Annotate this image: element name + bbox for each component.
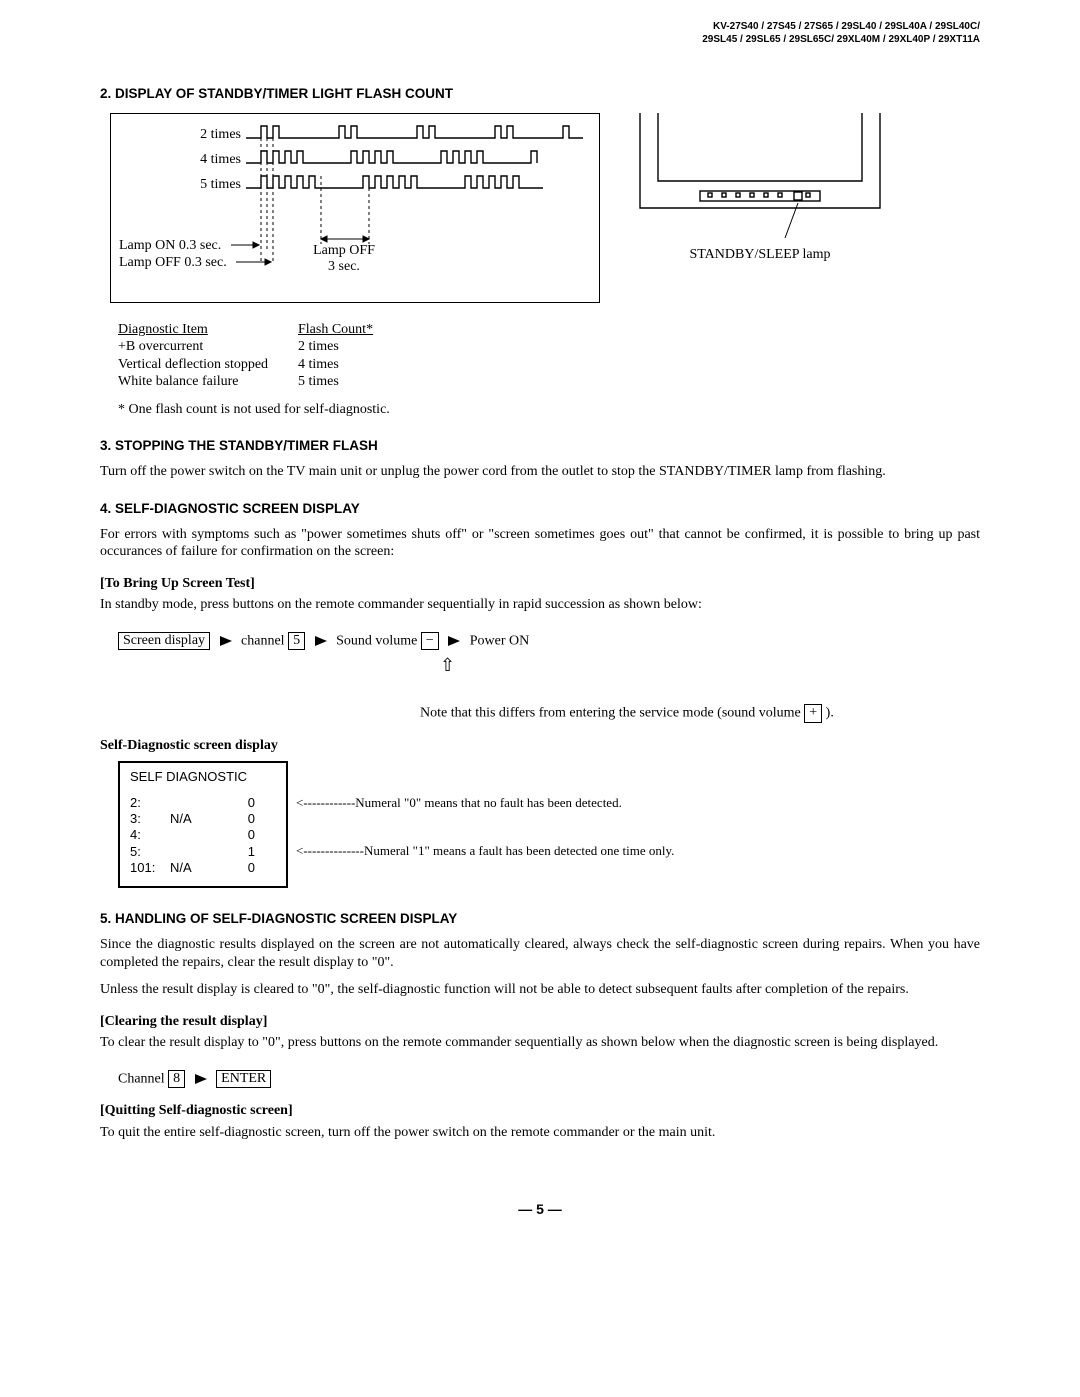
sd-note-0: <------------Numeral "0" means that no f… bbox=[296, 795, 674, 811]
sd-row: 5:1 bbox=[130, 844, 276, 860]
page-number: — 5 — bbox=[100, 1201, 980, 1219]
timing-diagram: 2 times 4 times 5 times Lamp ON 0. bbox=[110, 113, 600, 303]
key-plus: + bbox=[804, 704, 822, 723]
label-4-times: 4 times bbox=[200, 152, 241, 167]
diag-row: +B overcurrent 2 times bbox=[118, 338, 980, 356]
screen-test-sequence: Screen display channel 5 Sound volume − … bbox=[118, 632, 980, 651]
three-sec-label: 3 sec. bbox=[328, 259, 360, 274]
key-5: 5 bbox=[288, 632, 305, 651]
self-diagnostic-display: SELF DIAGNOSTIC 2:0 3:N/A0 4:0 5:1 101:N… bbox=[118, 761, 980, 892]
channel-label-2: Channel bbox=[118, 1071, 165, 1086]
sd-screen-title: SELF DIAGNOSTIC bbox=[130, 769, 276, 785]
arrow-icon bbox=[315, 636, 327, 646]
section-5-body-2: Unless the result display is cleared to … bbox=[100, 981, 980, 999]
key-enter: ENTER bbox=[216, 1070, 271, 1089]
standby-lamp-diagram: STANDBY/SLEEP lamp bbox=[630, 113, 890, 289]
channel-label: channel bbox=[241, 633, 285, 648]
power-on-label: Power ON bbox=[470, 633, 530, 648]
model-line-1: KV-27S40 / 27S45 / 27S65 / 29SL40 / 29SL… bbox=[100, 20, 980, 33]
model-line-2: 29SL45 / 29SL65 / 29SL65C/ 29XL40M / 29X… bbox=[100, 33, 980, 46]
key-minus: − bbox=[421, 632, 439, 651]
quitting-title: [Quitting Self-diagnostic screen] bbox=[100, 1102, 980, 1120]
sd-row: 101:N/A0 bbox=[130, 860, 276, 876]
section-2-title: 2. DISPLAY OF STANDBY/TIMER LIGHT FLASH … bbox=[100, 86, 980, 103]
diag-row: White balance failure 5 times bbox=[118, 373, 980, 391]
arrow-icon bbox=[220, 636, 232, 646]
arrow-icon bbox=[448, 636, 460, 646]
section-3-body: Turn off the power switch on the TV main… bbox=[100, 463, 980, 481]
key-screen-display: Screen display bbox=[118, 632, 210, 651]
bring-up-title: [To Bring Up Screen Test] bbox=[100, 575, 980, 593]
sd-notes: <------------Numeral "0" means that no f… bbox=[296, 761, 674, 892]
lamp-off-label: Lamp OFF bbox=[313, 243, 375, 258]
section-5-body-1: Since the diagnostic results displayed o… bbox=[100, 936, 980, 971]
sd-row: 4:0 bbox=[130, 827, 276, 843]
sd-row: 3:N/A0 bbox=[130, 811, 276, 827]
sd-screen-box: SELF DIAGNOSTIC 2:0 3:N/A0 4:0 5:1 101:N… bbox=[118, 761, 288, 889]
quitting-body: To quit the entire self-diagnostic scree… bbox=[100, 1124, 980, 1142]
diagnostic-table: Diagnostic Item Flash Count* +B overcurr… bbox=[118, 321, 980, 391]
diag-header-count: Flash Count* bbox=[298, 321, 388, 339]
diag-row: Vertical deflection stopped 4 times bbox=[118, 356, 980, 374]
clear-sequence: Channel 8 ENTER bbox=[118, 1070, 980, 1089]
clearing-body: To clear the result display to "0", pres… bbox=[100, 1034, 980, 1052]
lamp-on-label: Lamp ON 0.3 sec. bbox=[119, 238, 221, 253]
sound-volume-label: Sound volume bbox=[336, 633, 417, 648]
arrow-icon bbox=[195, 1074, 207, 1084]
sd-row: 2:0 bbox=[130, 795, 276, 811]
section-3-title: 3. STOPPING THE STANDBY/TIMER FLASH bbox=[100, 438, 980, 455]
bring-up-body: In standby mode, press buttons on the re… bbox=[100, 596, 980, 614]
section-4-title: 4. SELF-DIAGNOSTIC SCREEN DISPLAY bbox=[100, 501, 980, 518]
lamp-off-short-label: Lamp OFF 0.3 sec. bbox=[119, 255, 227, 270]
standby-lamp-label: STANDBY/SLEEP lamp bbox=[689, 247, 830, 262]
section-5-title: 5. HANDLING OF SELF-DIAGNOSTIC SCREEN DI… bbox=[100, 911, 980, 928]
section-4-body: For errors with symptoms such as "power … bbox=[100, 526, 980, 561]
label-5-times: 5 times bbox=[200, 177, 241, 192]
timing-standby-row: 2 times 4 times 5 times Lamp ON 0. bbox=[110, 113, 980, 303]
model-header: KV-27S40 / 27S45 / 27S65 / 29SL40 / 29SL… bbox=[100, 20, 980, 46]
service-mode-note: Note that this differs from entering the… bbox=[420, 704, 980, 723]
clearing-title: [Clearing the result display] bbox=[100, 1013, 980, 1031]
sd-note-1: <--------------Numeral "1" means a fault… bbox=[296, 843, 674, 859]
label-2-times: 2 times bbox=[200, 127, 241, 142]
key-8: 8 bbox=[168, 1070, 185, 1089]
flash-count-footnote: * One flash count is not used for self-d… bbox=[118, 401, 980, 419]
diag-header-item: Diagnostic Item bbox=[118, 321, 298, 339]
up-arrow-icon: ⇧ bbox=[440, 656, 980, 674]
sd-screen-sub-title: Self-Diagnostic screen display bbox=[100, 737, 980, 755]
